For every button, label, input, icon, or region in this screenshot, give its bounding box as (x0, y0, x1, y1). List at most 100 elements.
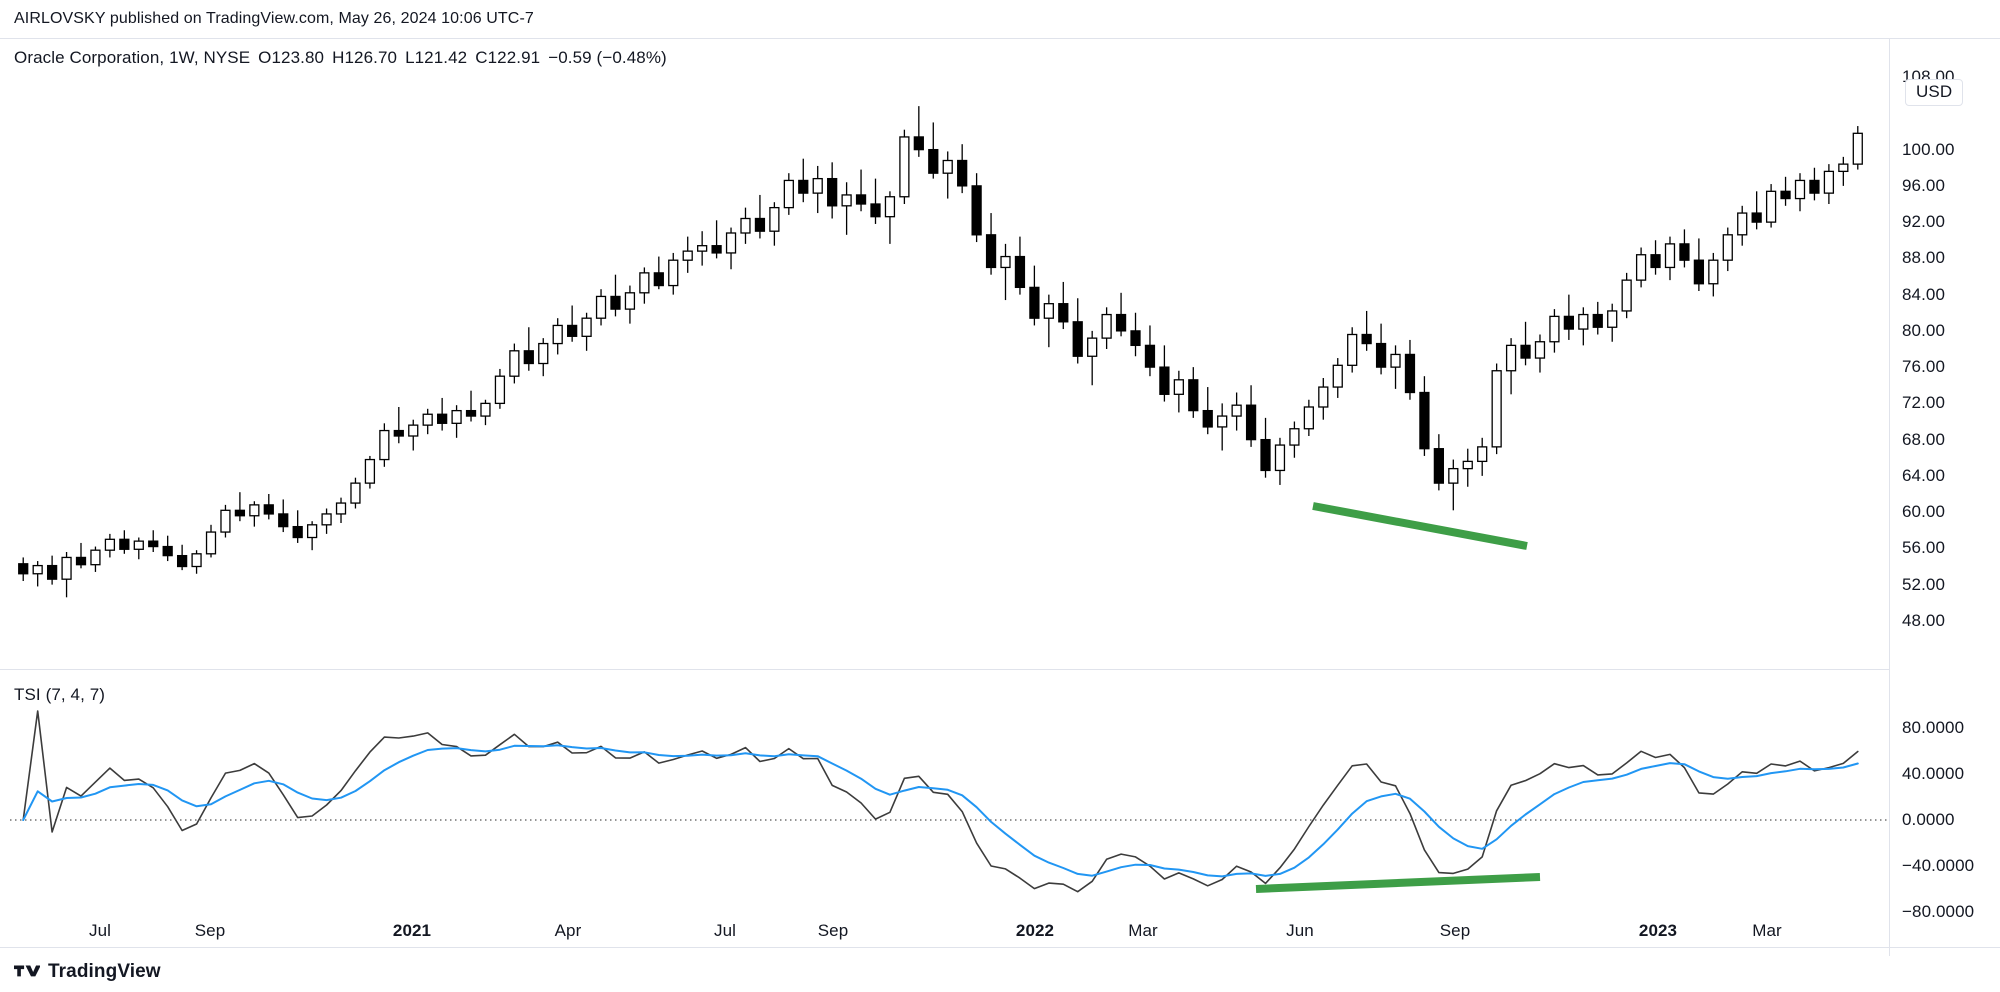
chart-canvas[interactable] (0, 39, 2000, 957)
candle-body (1838, 163, 1849, 173)
price-axis-label: 56.00 (1902, 538, 1946, 558)
tradingview-brand[interactable]: TradingView (14, 961, 161, 983)
candle-body (1173, 379, 1184, 395)
tsi-axis-label: 40.0000 (1902, 764, 1965, 784)
candle-body (942, 159, 953, 174)
chart-frame: Oracle Corporation, 1W, NYSE O123.80 H126.… (0, 38, 2000, 957)
time-axis-label: Mar (1752, 921, 1782, 940)
candle-body (769, 206, 780, 232)
attribution-text: AIRLOVSKY published on TradingView.com, … (14, 10, 534, 27)
tsi-pane-legend[interactable]: TSI (7, 4, 7) (14, 685, 106, 704)
candle-body (1274, 444, 1286, 472)
candle-body (176, 554, 188, 568)
candle-body (595, 295, 607, 319)
candle-body (263, 504, 274, 515)
candle-body (480, 402, 491, 417)
currency-badge[interactable]: USD (1905, 79, 1964, 106)
candle-body (75, 556, 87, 566)
candle-body (1000, 255, 1011, 269)
candle-body (148, 540, 159, 548)
candle-body (1635, 254, 1647, 281)
candle-body (379, 429, 390, 461)
candle-body (335, 502, 347, 515)
candle-body (408, 424, 419, 437)
candle-body (1520, 344, 1531, 359)
candle-body (364, 458, 376, 484)
candle-body (610, 295, 621, 310)
candle-body (1419, 391, 1430, 450)
pane-separator[interactable] (0, 669, 1889, 670)
candle-body (1765, 190, 1777, 223)
footer: TradingView (0, 956, 2000, 992)
candle-body (162, 545, 173, 557)
time-axis-label: Sep (817, 921, 849, 940)
candle-body (523, 350, 534, 365)
candle-body (1534, 341, 1546, 359)
price-axis-label: 84.00 (1902, 284, 1946, 304)
low-value: L121.42 (405, 48, 468, 67)
candle-body (1029, 286, 1040, 319)
candle-body (1115, 313, 1127, 332)
candle-body (783, 179, 794, 209)
high-value: H126.70 (332, 48, 398, 67)
candle-body (18, 563, 29, 575)
candle-body (1014, 255, 1026, 289)
candle-body (1477, 446, 1488, 463)
candle-body (855, 194, 867, 205)
candle-body (1289, 428, 1300, 446)
candle-body (1043, 303, 1054, 319)
candle-body (133, 540, 144, 550)
tsi-signal-line (22, 744, 1859, 878)
candle-body (697, 245, 708, 252)
candle-body (653, 272, 664, 287)
candle-body (1231, 404, 1242, 417)
candle-body (1679, 243, 1690, 261)
price-trendline[interactable] (1312, 502, 1528, 550)
price-axis-label: 80.00 (1902, 320, 1946, 340)
price-axis-label: 88.00 (1902, 248, 1946, 268)
candle-body (957, 159, 968, 187)
brand-name: TradingView (48, 961, 161, 982)
candle-body (928, 148, 939, 174)
price-axis-label: 60.00 (1902, 502, 1946, 522)
candle-body (1058, 303, 1069, 323)
candle-body (1130, 330, 1141, 347)
time-axis-separator (0, 947, 2000, 948)
candle-body (1260, 438, 1271, 472)
candle-body (1823, 170, 1835, 194)
tsi-axis[interactable]: 80.0000 40.0000 0.0000 −40.0000 −80.0000 (1890, 39, 2000, 957)
candle-body (985, 234, 997, 269)
time-axis-label: 2023 (1638, 921, 1678, 940)
candle-body (422, 413, 433, 426)
candle-body (1621, 279, 1632, 312)
tsi-axis-label: 0.0000 (1902, 810, 1955, 829)
candle-body (798, 179, 809, 194)
price-axis-label: 92.00 (1902, 212, 1946, 232)
tradingview-logo-icon (14, 963, 40, 981)
candle-body (740, 217, 751, 234)
tsi-axis-label: 80.0000 (1902, 718, 1965, 738)
time-axis[interactable]: Jul Sep 2021 Apr Jul Sep 2022 Mar Jun Sep 2023 Mar (0, 908, 2000, 948)
candle-body (754, 217, 766, 232)
candle-body (827, 177, 838, 207)
candle-body (682, 250, 693, 261)
candle-body (884, 196, 896, 218)
candle-body (32, 564, 43, 575)
tsi-trendline[interactable] (1255, 873, 1541, 893)
symbol-title[interactable]: Oracle Corporation, 1W, NYSE (14, 48, 251, 67)
price-axis[interactable]: 108.00 100.00 96.00 92.00 88.00 84.00 80.00 76.… (1890, 39, 2000, 957)
candle-body (1794, 179, 1806, 200)
candle-body (1809, 179, 1820, 194)
candle-body (1318, 386, 1329, 408)
candle-body (1404, 353, 1416, 394)
time-axis-label: Apr (554, 921, 582, 940)
time-axis-label: Mar (1128, 921, 1158, 940)
candle-body (567, 324, 578, 337)
candle-body (90, 549, 101, 566)
candle-body (1347, 333, 1358, 366)
candle-body (971, 185, 982, 236)
tsi-axis-label: −80.0000 (1902, 901, 1975, 921)
candle-body (899, 136, 910, 198)
candle-body (292, 525, 303, 539)
